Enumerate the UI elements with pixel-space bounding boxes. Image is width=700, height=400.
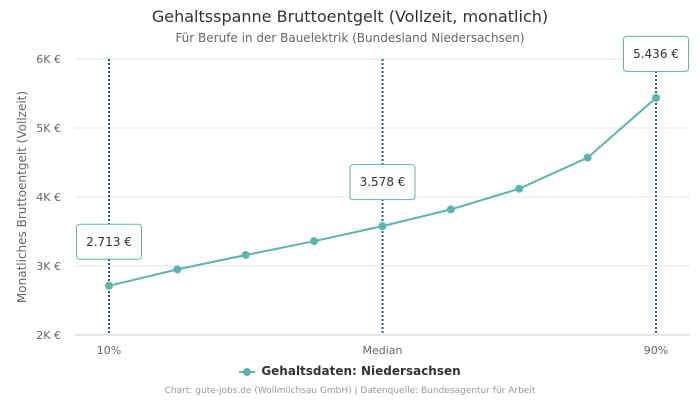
data-label-text: 3.578 € [360,175,406,189]
legend-line-icon [239,367,256,376]
series-layer [105,93,660,290]
x-tick-label: 10% [97,344,121,357]
data-point[interactable] [173,265,182,274]
data-point[interactable] [515,184,524,193]
data-label-text: 2.713 € [86,235,132,249]
y-tick-label: 4K € [36,191,61,204]
chart-title: Gehaltsspanne Bruttoentgelt (Vollzeit, m… [151,7,549,26]
data-point[interactable] [241,250,250,259]
data-point[interactable] [105,281,113,290]
y-tick-label: 5K € [36,122,61,135]
axes: 2K € 3K € 4K € 5K € 6K € 10% Median 90% [36,53,668,357]
data-label-box [76,223,142,260]
y-tick-label: 3K € [36,260,61,273]
chart-subtitle: Für Berufe in der Bauelektrik (Bundeslan… [175,31,525,45]
legend[interactable]: Gehaltsdaten: Niedersachsen [0,364,700,378]
data-label-box [623,35,689,72]
data-label-text: 5.436 € [633,47,679,61]
y-tick-label: 2K € [36,329,61,342]
x-tick-label: 90% [644,344,668,357]
chart-credits: Chart: gute-jobs.de (Wollmilchsau GmbH) … [164,386,536,396]
y-tick-label: 6K € [36,53,61,66]
data-labels: 2.713 € 3.578 € 5.436 € [76,35,689,260]
data-point[interactable] [446,205,455,214]
legend-label: Gehaltsdaten: Niedersachsen [261,364,461,378]
data-point[interactable] [583,153,592,162]
data-point[interactable] [378,222,387,231]
data-label: 5.436 € [623,35,689,72]
y-axis-label: Monatliches Bruttoentgelt (Vollzeit) [15,91,29,303]
data-label: 3.578 € [349,164,416,201]
data-point[interactable] [652,93,660,102]
data-point[interactable] [310,237,319,246]
x-tick-label: Median [362,344,402,357]
data-label: 2.713 € [76,223,142,260]
data-label-box [349,164,416,201]
